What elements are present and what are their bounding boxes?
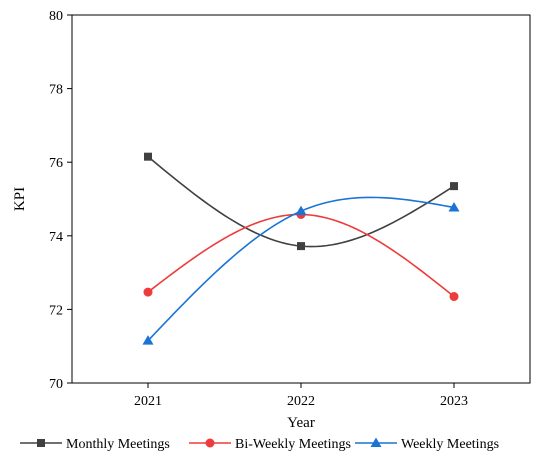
legend-item: Bi-Weekly Meetings — [189, 437, 351, 452]
x-tick-label: 2022 — [287, 394, 315, 409]
series-weekly-meetings — [142, 196, 460, 345]
legend-label: Monthly Meetings — [66, 437, 170, 452]
series-bi-weekly-meetings — [143, 209, 459, 302]
legend-item: Monthly Meetings — [20, 437, 170, 452]
y-axis-title: KPI — [12, 187, 28, 211]
y-tick-label: 78 — [49, 83, 63, 98]
legend: Monthly Meetings Bi-Weekly Meetings Weekly… — [20, 437, 499, 452]
triangle-marker — [142, 335, 154, 345]
series-line — [147, 213, 455, 298]
triangle-marker — [370, 437, 382, 447]
x-tick-label: 2023 — [440, 394, 468, 409]
legend-label: Weekly Meetings — [401, 437, 499, 452]
y-tick-label: 70 — [49, 377, 63, 392]
square-marker — [144, 152, 152, 161]
triangle-marker — [448, 201, 460, 212]
square-marker — [450, 182, 458, 191]
legend-label: Bi-Weekly Meetings — [235, 437, 351, 452]
x-axis: 2021 2022 2023 — [134, 383, 468, 409]
series-monthly-meetings — [144, 152, 458, 251]
series-layer — [142, 152, 460, 345]
y-tick-label: 72 — [49, 303, 63, 318]
y-tick-label: 74 — [49, 230, 63, 245]
legend-item: Weekly Meetings — [355, 437, 499, 452]
triangle-marker — [295, 205, 307, 216]
circle-marker — [205, 438, 215, 448]
series-line — [147, 156, 455, 248]
square-marker — [297, 242, 305, 251]
square-marker — [37, 439, 45, 447]
x-axis-title: Year — [287, 415, 315, 431]
circle-marker — [143, 287, 153, 297]
y-axis: 70 72 74 76 78 80 — [49, 9, 72, 392]
x-tick-label: 2021 — [134, 394, 162, 409]
plot-frame — [71, 14, 531, 384]
y-tick-label: 80 — [49, 9, 63, 24]
circle-marker — [449, 292, 459, 302]
y-tick-label: 76 — [49, 156, 63, 171]
